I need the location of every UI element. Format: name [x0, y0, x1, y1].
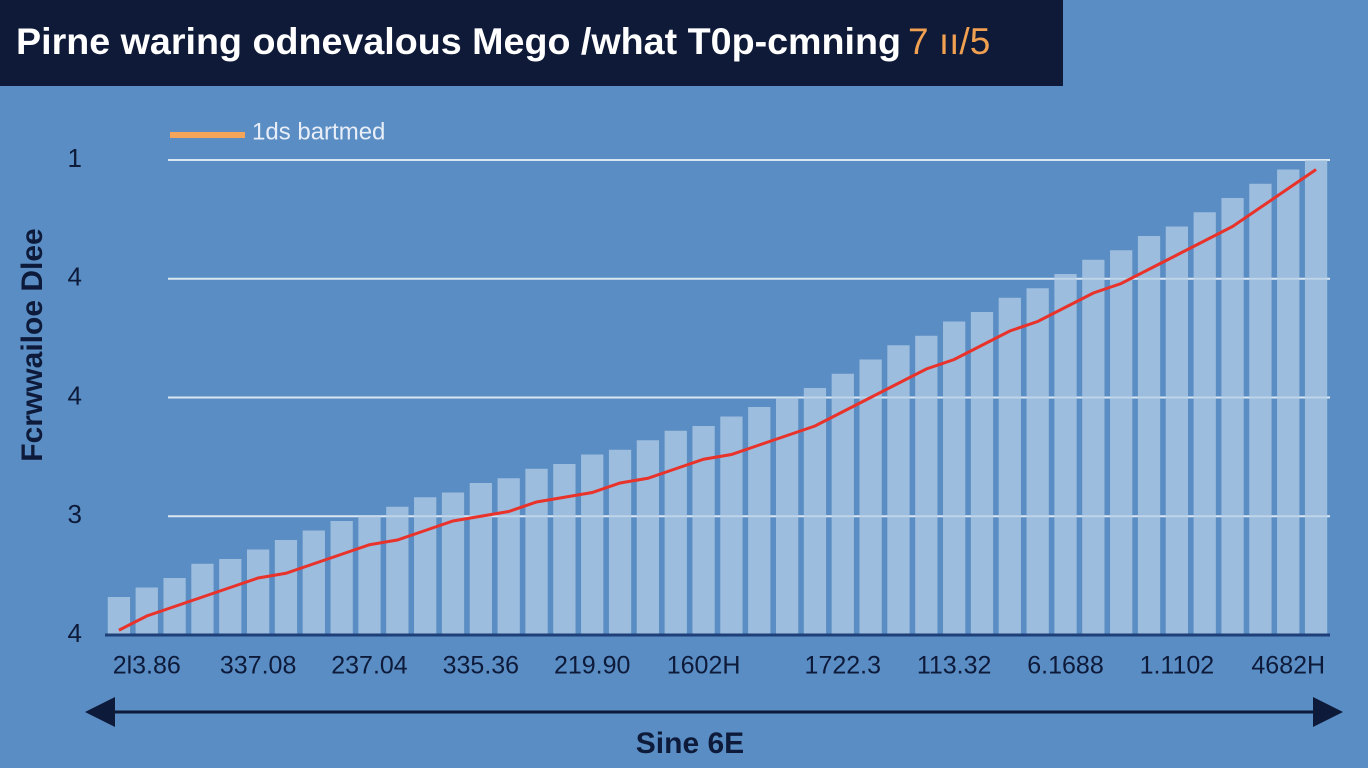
bar [358, 516, 381, 635]
bar [525, 468, 548, 635]
bar [859, 359, 882, 635]
bar [915, 335, 938, 635]
bar [302, 530, 325, 635]
y-tick-label: 3 [68, 499, 82, 529]
bar [1137, 236, 1161, 635]
bar [1165, 226, 1189, 635]
y-tick-label: 4 [68, 262, 82, 292]
x-tick-label: 113.32 [917, 652, 992, 680]
x-tick-label: 1722.3 [805, 652, 881, 680]
y-tick-label: 4 [68, 380, 82, 410]
bar [1026, 288, 1049, 635]
chart-title: Pirne waring odnevalous Mego /what T0p-c… [16, 21, 901, 62]
bar [1082, 259, 1105, 635]
bar [887, 345, 910, 635]
bar [803, 388, 827, 635]
bar [581, 454, 604, 635]
bar [998, 297, 1021, 635]
bar [970, 312, 994, 635]
bar [469, 483, 492, 635]
x-tick-label: 2l3.86 [113, 652, 181, 680]
bar [748, 407, 771, 635]
bar [330, 521, 353, 635]
bar [1304, 160, 1328, 635]
bar [831, 373, 854, 635]
x-tick-label: 6.1688 [1027, 652, 1103, 680]
bar [414, 497, 437, 635]
bar [1221, 198, 1244, 635]
bar [1193, 212, 1216, 635]
x-tick-label: 237.04 [331, 652, 408, 680]
bar [1110, 250, 1133, 635]
bar [246, 549, 270, 635]
y-tick-label: 4 [68, 618, 82, 648]
bar [135, 587, 158, 635]
chart-title-accent: 7 ıı/5 [908, 21, 990, 62]
x-tick-label: 1602H [667, 652, 741, 680]
legend-label: 1ds bartmed [252, 118, 385, 145]
x-axis-label: Sine 6E [636, 727, 744, 760]
bar [274, 540, 298, 635]
bar [497, 478, 520, 635]
x-tick-label: 4682H [1251, 652, 1325, 680]
x-tick-label: 219.90 [554, 652, 630, 680]
bar [219, 559, 242, 635]
bar [664, 430, 687, 635]
bar [943, 321, 966, 635]
x-tick-label: 337.08 [220, 652, 296, 680]
bar [107, 597, 131, 635]
title-bar [0, 0, 1063, 86]
bar [191, 563, 214, 635]
x-tick-label: 335.36 [443, 652, 519, 680]
bar [775, 397, 799, 635]
bar [1054, 274, 1077, 635]
bar [1277, 169, 1300, 635]
bar [636, 440, 660, 635]
bar [608, 449, 632, 635]
y-axis-label: Fcrwwailoe Dlee [16, 228, 49, 461]
line [118, 168, 1317, 632]
bar [1249, 183, 1272, 635]
y-tick-label: 1 [68, 143, 82, 173]
bar [553, 464, 576, 635]
bar [386, 506, 409, 635]
bar [692, 426, 715, 635]
bar [441, 492, 465, 635]
bar [720, 416, 743, 635]
x-tick-label: 1.1102 [1140, 652, 1215, 680]
